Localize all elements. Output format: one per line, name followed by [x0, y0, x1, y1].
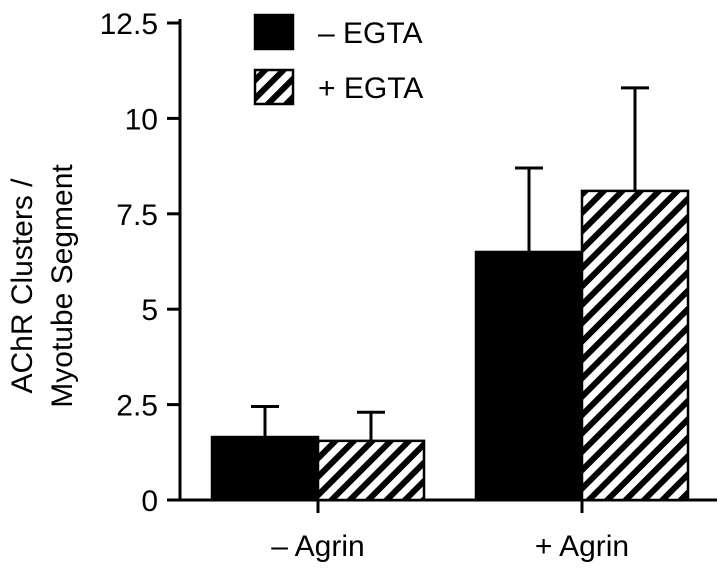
y-tick-label: 0: [141, 485, 158, 518]
y-tick-label: 10: [125, 103, 158, 136]
bar-minus-egta-plus-agrin: [474, 250, 584, 502]
legend-swatch-minus-egta: [253, 13, 295, 51]
x-tick-label: – Agrin: [271, 530, 364, 563]
y-axis-title-line-1: AChR Clusters /: [6, 178, 39, 394]
bar-plus-egta-minus-agrin: [316, 439, 426, 502]
y-tick-label: 2.5: [116, 390, 158, 423]
y-axis-title-line-2: Myotube Segment: [46, 164, 79, 408]
legend-swatch-plus-egta: [253, 68, 295, 106]
legend-label-minus-egta: – EGTA: [318, 17, 422, 50]
chart-marks: 0 2.5 5 7.5 10 12.5 – Agrin + Agrin: [100, 8, 717, 563]
y-tick-label: 7.5: [116, 199, 158, 232]
bar-plus-egta-plus-agrin: [580, 189, 690, 502]
y-tick-label: 12.5: [100, 8, 158, 41]
legend-label-plus-egta: + EGTA: [318, 72, 423, 105]
legend: – EGTA + EGTA: [253, 13, 423, 106]
y-tick-label: 5: [141, 294, 158, 327]
bar-minus-egta-minus-agrin: [210, 435, 320, 502]
x-tick-label: + Agrin: [535, 530, 629, 563]
